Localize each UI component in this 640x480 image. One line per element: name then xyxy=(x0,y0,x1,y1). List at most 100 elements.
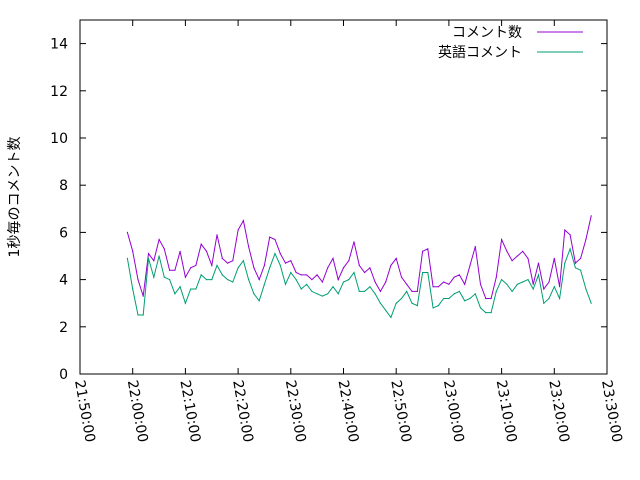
data-point xyxy=(379,290,381,292)
data-point xyxy=(464,283,466,285)
x-tick-label: 23:20:00 xyxy=(545,379,572,444)
data-point xyxy=(506,250,508,252)
data-point xyxy=(395,257,397,259)
data-point xyxy=(501,238,503,241)
legend-label: 英語コメント xyxy=(438,44,522,61)
data-point xyxy=(406,283,408,285)
data-point xyxy=(295,279,297,281)
x-tick-label: 22:20:00 xyxy=(229,379,256,444)
data-point xyxy=(411,302,413,304)
data-point xyxy=(590,302,592,304)
data-point xyxy=(316,274,318,276)
data-point xyxy=(437,286,439,288)
data-point xyxy=(290,260,292,262)
data-point xyxy=(195,288,197,290)
data-point xyxy=(332,257,334,259)
data-point xyxy=(174,293,176,295)
data-point xyxy=(590,215,592,217)
data-point xyxy=(390,316,392,318)
x-tick-label: 22:40:00 xyxy=(335,379,362,444)
y-tick-label: 6 xyxy=(59,225,68,241)
data-point xyxy=(400,276,403,278)
y-tick-label: 14 xyxy=(50,37,68,53)
data-point xyxy=(443,297,445,300)
data-point xyxy=(385,281,387,283)
data-point xyxy=(248,246,250,248)
data-point xyxy=(290,271,292,274)
data-point xyxy=(448,283,450,285)
data-point xyxy=(163,248,165,250)
data-point xyxy=(427,248,429,250)
data-point xyxy=(490,297,492,300)
data-point xyxy=(527,279,529,281)
x-tick-label: 22:10:00 xyxy=(176,379,203,444)
x-tick-label: 22:00:00 xyxy=(124,379,151,444)
data-point xyxy=(216,264,218,266)
data-point xyxy=(432,307,434,309)
data-point xyxy=(237,267,239,269)
data-point xyxy=(142,295,144,297)
data-point xyxy=(327,293,329,295)
data-point xyxy=(147,253,150,255)
data-point xyxy=(569,248,571,250)
data-point xyxy=(548,281,550,283)
data-point xyxy=(353,271,355,274)
data-point xyxy=(559,297,561,300)
data-point xyxy=(184,302,186,304)
data-point xyxy=(511,260,513,262)
data-point xyxy=(522,250,524,252)
data-point xyxy=(585,288,587,290)
data-point xyxy=(184,276,186,278)
data-point xyxy=(263,283,265,285)
data-point xyxy=(137,279,139,281)
data-point xyxy=(574,267,577,269)
data-point xyxy=(337,279,339,281)
data-point xyxy=(300,288,302,290)
data-point xyxy=(221,274,223,276)
data-point xyxy=(269,267,271,269)
data-point xyxy=(253,293,255,295)
data-point xyxy=(543,288,545,290)
data-point xyxy=(295,271,297,274)
x-tick-label: 22:30:00 xyxy=(282,379,309,444)
data-point xyxy=(269,236,271,238)
data-point xyxy=(227,262,229,264)
data-point xyxy=(348,260,350,262)
x-tick-label: 22:50:00 xyxy=(387,379,414,444)
data-point xyxy=(232,260,234,262)
data-point xyxy=(195,264,197,266)
data-point xyxy=(279,253,281,255)
data-point xyxy=(458,274,460,276)
data-point xyxy=(163,276,165,278)
x-tick-label: 21:50:00 xyxy=(71,379,98,444)
data-point xyxy=(564,262,566,264)
data-point xyxy=(585,238,587,241)
data-point xyxy=(190,288,192,290)
data-point xyxy=(443,281,445,283)
data-point xyxy=(321,295,323,297)
data-point xyxy=(506,283,508,285)
data-point xyxy=(553,286,555,288)
data-point xyxy=(469,297,471,300)
data-point xyxy=(385,309,387,311)
data-point xyxy=(437,305,439,307)
data-point xyxy=(411,290,413,292)
y-axis-label: 1秒毎のコメント数 xyxy=(7,137,23,258)
data-point xyxy=(574,262,577,264)
data-point xyxy=(153,276,155,278)
data-point xyxy=(422,271,424,274)
data-point xyxy=(253,267,255,269)
data-point xyxy=(479,283,482,285)
data-point xyxy=(337,293,339,295)
data-point xyxy=(501,279,503,281)
data-point xyxy=(242,260,244,262)
data-point xyxy=(311,290,313,292)
data-point xyxy=(200,243,202,245)
data-point xyxy=(284,283,287,285)
data-point xyxy=(406,290,408,292)
data-point xyxy=(548,297,550,300)
series-2 xyxy=(126,247,592,319)
data-point xyxy=(422,250,424,252)
data-point xyxy=(400,297,403,300)
